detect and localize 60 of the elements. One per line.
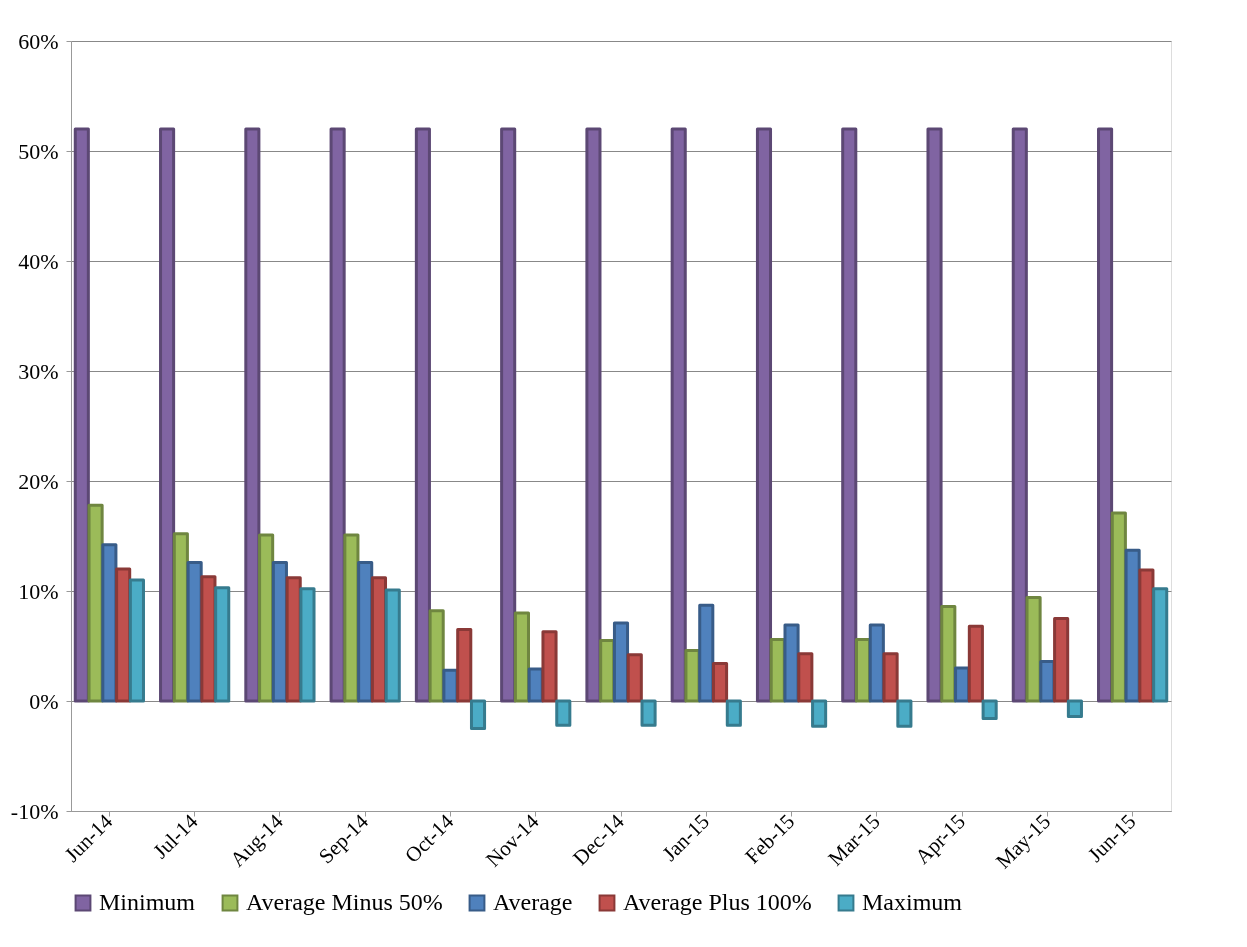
bar [555,699,572,727]
bar [414,127,431,703]
bar [940,604,957,703]
bar [725,699,742,727]
bar [783,623,800,703]
legend-label: Maximum [862,889,963,915]
bar [698,603,715,703]
bar [868,623,885,703]
bar [811,699,828,728]
bar [640,699,657,727]
bar [841,127,858,703]
bar [626,653,643,703]
y-tick-label: 30% [18,358,59,384]
legend-label: Average Minus 50% [246,889,443,915]
bar [214,586,231,703]
bar [1097,127,1114,703]
bar [755,127,773,703]
bar [612,621,630,703]
bar [329,127,346,703]
bar [428,609,445,703]
y-tick-label: 40% [18,248,59,274]
bar [882,652,899,703]
bar [299,587,316,703]
bar [797,652,814,703]
y-tick-label: 0% [29,688,59,714]
bar [541,630,558,703]
bar [1011,127,1028,703]
bar [343,533,360,703]
bar [172,532,189,703]
bar [513,611,530,703]
bar [981,699,998,721]
y-tick-label: 10% [18,578,59,604]
bar [1066,699,1083,718]
bar [926,127,943,703]
bar [585,127,602,703]
bar [384,588,401,703]
y-tick-label: -10% [10,798,59,824]
bar [456,628,473,703]
bar [670,127,687,703]
y-tick-label: 20% [18,468,59,494]
legend-label: Average [493,889,573,915]
bar [1025,596,1042,703]
bar [469,699,487,730]
bar [967,624,984,703]
y-tick-label: 50% [18,138,59,164]
bar [1152,587,1169,703]
y-tick-label: 60% [18,28,59,54]
bar [128,578,145,703]
legend-label: Minimum [99,889,196,915]
bar [1053,617,1070,703]
bar [244,127,261,703]
bar [500,127,517,703]
bar [73,127,90,703]
bar [258,533,275,703]
bar [101,543,118,703]
bar [159,127,176,703]
legend-label: Average Plus 100% [623,889,812,915]
bar [712,662,729,703]
bar [896,699,913,728]
bar [1110,511,1127,703]
